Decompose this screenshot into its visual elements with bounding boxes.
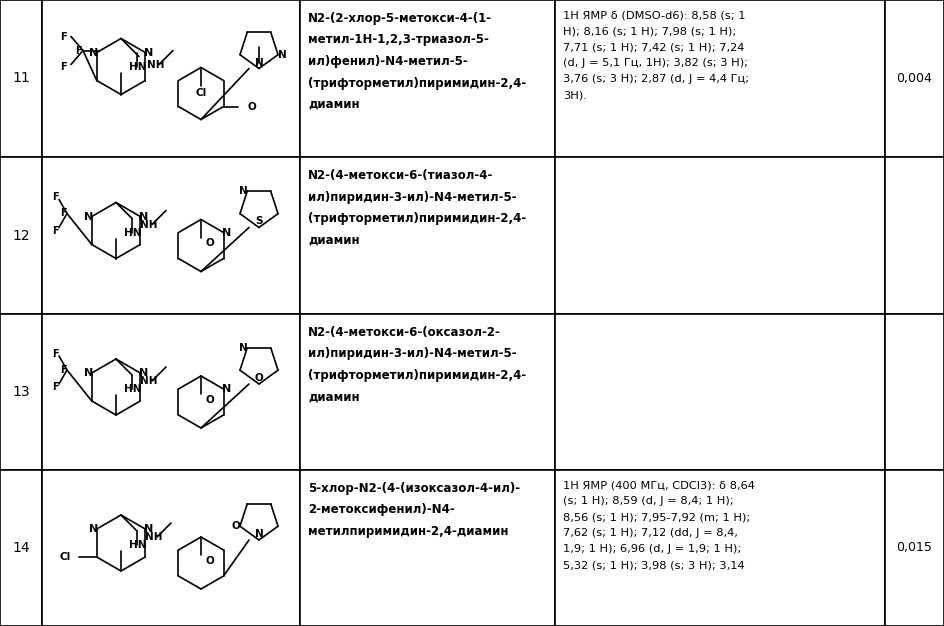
Text: N: N bbox=[139, 212, 148, 222]
Text: 5-хлор-N2-(4-(изоксазол-4-ил)-
2-метоксифенил)-N4-
метилпиримидин-2,4-диамин: 5-хлор-N2-(4-(изоксазол-4-ил)- 2-метокси… bbox=[308, 482, 520, 538]
Text: HN: HN bbox=[129, 540, 146, 550]
Text: N2-(4-метокси-6-(оксазол-2-
ил)пиридин-3-ил)-N4-метил-5-
(трифторметил)пиримидин: N2-(4-метокси-6-(оксазол-2- ил)пиридин-3… bbox=[308, 326, 526, 404]
Bar bbox=[885, 470, 944, 626]
Text: N: N bbox=[84, 212, 93, 222]
Bar bbox=[885, 314, 944, 470]
Bar bbox=[555, 314, 885, 470]
Text: NH: NH bbox=[145, 532, 162, 542]
Text: N: N bbox=[222, 384, 231, 394]
Text: N: N bbox=[143, 524, 153, 534]
Text: N: N bbox=[89, 48, 98, 58]
Text: 13: 13 bbox=[12, 385, 30, 399]
Text: O: O bbox=[231, 521, 241, 531]
Text: 1Н ЯМР δ (DMSO-d6): 8,58 (s; 1
Н); 8,16 (s; 1 Н); 7,98 (s; 1 Н);
7,71 (s; 1 Н); : 1Н ЯМР δ (DMSO-d6): 8,58 (s; 1 Н); 8,16 … bbox=[563, 10, 750, 100]
Text: NH: NH bbox=[140, 220, 158, 230]
Text: O: O bbox=[206, 239, 214, 249]
Bar bbox=[0, 470, 42, 626]
Text: HN: HN bbox=[129, 61, 146, 71]
Text: O: O bbox=[247, 101, 256, 111]
Bar bbox=[885, 0, 944, 157]
Text: S: S bbox=[255, 217, 262, 227]
Text: O: O bbox=[206, 556, 214, 566]
Text: F: F bbox=[52, 225, 59, 235]
Text: 11: 11 bbox=[12, 71, 30, 86]
Text: NH: NH bbox=[140, 376, 158, 386]
Text: N: N bbox=[255, 58, 263, 68]
Text: N2-(4-метокси-6-(тиазол-4-
ил)пиридин-3-ил)-N4-метил-5-
(трифторметил)пиримидин-: N2-(4-метокси-6-(тиазол-4- ил)пиридин-3-… bbox=[308, 169, 526, 247]
Text: F: F bbox=[59, 61, 66, 71]
Bar bbox=[0, 157, 42, 314]
Bar bbox=[42, 314, 300, 470]
Bar bbox=[885, 157, 944, 314]
Bar bbox=[42, 0, 300, 157]
Text: Cl: Cl bbox=[59, 552, 71, 562]
Text: NH: NH bbox=[147, 59, 164, 69]
Text: N: N bbox=[278, 49, 286, 59]
Bar bbox=[555, 157, 885, 314]
Text: F: F bbox=[52, 382, 59, 392]
Text: N: N bbox=[84, 368, 93, 378]
Text: O: O bbox=[206, 395, 214, 405]
Bar bbox=[300, 157, 555, 314]
Text: N: N bbox=[222, 227, 231, 237]
Text: F: F bbox=[59, 365, 66, 375]
Text: N: N bbox=[89, 524, 98, 534]
Bar bbox=[555, 0, 885, 157]
Text: 14: 14 bbox=[12, 541, 30, 555]
Text: 1Н ЯМР (400 МГц, CDCl3): δ 8,64
(s; 1 H); 8,59 (d, J = 8,4; 1 H);
8,56 (s; 1 H);: 1Н ЯМР (400 МГц, CDCl3): δ 8,64 (s; 1 H)… bbox=[563, 480, 755, 570]
Text: HN: HN bbox=[124, 227, 142, 237]
Bar bbox=[300, 470, 555, 626]
Text: N: N bbox=[139, 368, 148, 378]
Bar bbox=[42, 157, 300, 314]
Bar bbox=[300, 0, 555, 157]
Text: N: N bbox=[255, 529, 263, 539]
Bar bbox=[0, 0, 42, 157]
Text: F: F bbox=[52, 193, 59, 202]
Text: N: N bbox=[239, 187, 247, 197]
Text: F: F bbox=[59, 31, 66, 41]
Text: 0,015: 0,015 bbox=[897, 541, 933, 555]
Text: 12: 12 bbox=[12, 228, 30, 242]
Text: N: N bbox=[239, 343, 247, 353]
Text: N2-(2-хлор-5-метокси-4-(1-
метил-1Н-1,2,3-триазол-5-
ил)фенил)-N4-метил-5-
(триф: N2-(2-хлор-5-метокси-4-(1- метил-1Н-1,2,… bbox=[308, 12, 526, 111]
Text: HN: HN bbox=[124, 384, 142, 394]
Bar bbox=[555, 470, 885, 626]
Text: 0,004: 0,004 bbox=[897, 72, 933, 85]
Text: O: O bbox=[255, 373, 263, 383]
Text: F: F bbox=[75, 46, 81, 56]
Text: N: N bbox=[143, 48, 153, 58]
Text: F: F bbox=[59, 208, 66, 218]
Bar bbox=[42, 470, 300, 626]
Text: F: F bbox=[52, 349, 59, 359]
Bar bbox=[0, 314, 42, 470]
Bar bbox=[300, 314, 555, 470]
Text: Cl: Cl bbox=[195, 88, 207, 98]
